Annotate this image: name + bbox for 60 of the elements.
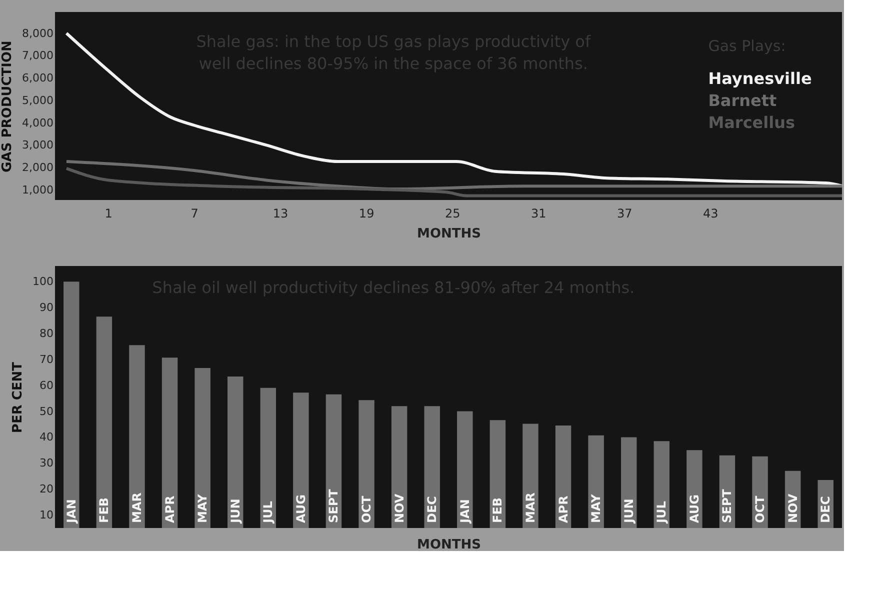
x-tick-label: 1 bbox=[104, 206, 112, 220]
y-axis-title: PER CENT bbox=[10, 362, 26, 434]
x-tick-label: JUN bbox=[622, 498, 636, 524]
line-series bbox=[64, 32, 844, 188]
x-tick-label: APR bbox=[556, 496, 570, 523]
x-tick-label: 43 bbox=[702, 206, 718, 220]
line-series bbox=[64, 166, 844, 198]
text: Barnett bbox=[708, 91, 777, 110]
y-tick-label: 60 bbox=[40, 378, 54, 392]
y-tick-label: 30 bbox=[40, 456, 54, 470]
x-tick-label: NOV bbox=[392, 493, 406, 523]
y-tick-label: 10 bbox=[40, 508, 54, 522]
x-tick-label: AUG bbox=[687, 494, 702, 523]
y-tick-label: 70 bbox=[40, 352, 54, 366]
x-tick-label: APR bbox=[162, 496, 177, 523]
y-tick-label: 2,000 bbox=[22, 161, 54, 174]
x-tick-label: 31 bbox=[530, 206, 546, 220]
y-tick-label: 40 bbox=[40, 430, 54, 444]
x-tick-label: FEB bbox=[97, 497, 112, 523]
y-tick-label: 6,000 bbox=[22, 72, 54, 85]
y-tick-label: 5,000 bbox=[22, 94, 54, 107]
y-tick-label: 8,000 bbox=[22, 26, 54, 40]
x-tick-label: MAR bbox=[130, 492, 144, 523]
y-tick-label: 3,000 bbox=[22, 138, 54, 152]
x-axis-title: MONTHS bbox=[417, 538, 481, 552]
x-tick-label: 13 bbox=[272, 206, 288, 220]
x-tick-label: OCT bbox=[753, 494, 768, 523]
x-tick-label: JUL bbox=[261, 500, 276, 524]
x-tick-label: DEC bbox=[425, 496, 440, 523]
x-tick-label: 19 bbox=[358, 206, 374, 220]
x-tick-label: MAR bbox=[523, 492, 538, 523]
x-axis-title: MONTHS bbox=[417, 226, 481, 242]
x-tick-label: NOV bbox=[786, 493, 800, 523]
y-axis-title: GAS PRODUCTION bbox=[0, 40, 16, 172]
x-tick-label: 7 bbox=[190, 206, 198, 220]
x-tick-label: AUG bbox=[294, 494, 308, 523]
x-tick-label: JUL bbox=[654, 500, 669, 524]
x-tick-label: JUN bbox=[228, 498, 242, 524]
y-tick-label: 1,000 bbox=[22, 183, 54, 196]
x-tick-label: 37 bbox=[616, 206, 632, 220]
y-tick-label: 7,000 bbox=[22, 49, 54, 62]
x-tick-label: FEB bbox=[490, 497, 505, 523]
y-tick-label: 90 bbox=[40, 301, 54, 314]
x-tick-label: OCT bbox=[360, 494, 374, 523]
y-tick-label: 50 bbox=[40, 404, 54, 418]
x-tick-label: DEC bbox=[818, 496, 833, 523]
x-tick-label: MAY bbox=[589, 494, 604, 523]
y-tick-label: 100 bbox=[32, 275, 54, 288]
x-tick-label: JAN bbox=[458, 499, 472, 524]
x-tick-label: MAY bbox=[196, 494, 210, 523]
x-tick-label: JAN bbox=[64, 499, 78, 524]
x-tick-label: SEPT bbox=[326, 488, 341, 523]
x-tick-label: SEPT bbox=[720, 488, 734, 523]
y-tick-label: 4,000 bbox=[22, 116, 54, 130]
text: Haynesville bbox=[708, 69, 812, 88]
y-tick-label: 80 bbox=[40, 326, 54, 340]
y-tick-label: 20 bbox=[40, 482, 54, 496]
text: Marcellus bbox=[708, 113, 796, 132]
x-tick-label: 25 bbox=[444, 206, 460, 220]
line-series bbox=[64, 160, 844, 191]
